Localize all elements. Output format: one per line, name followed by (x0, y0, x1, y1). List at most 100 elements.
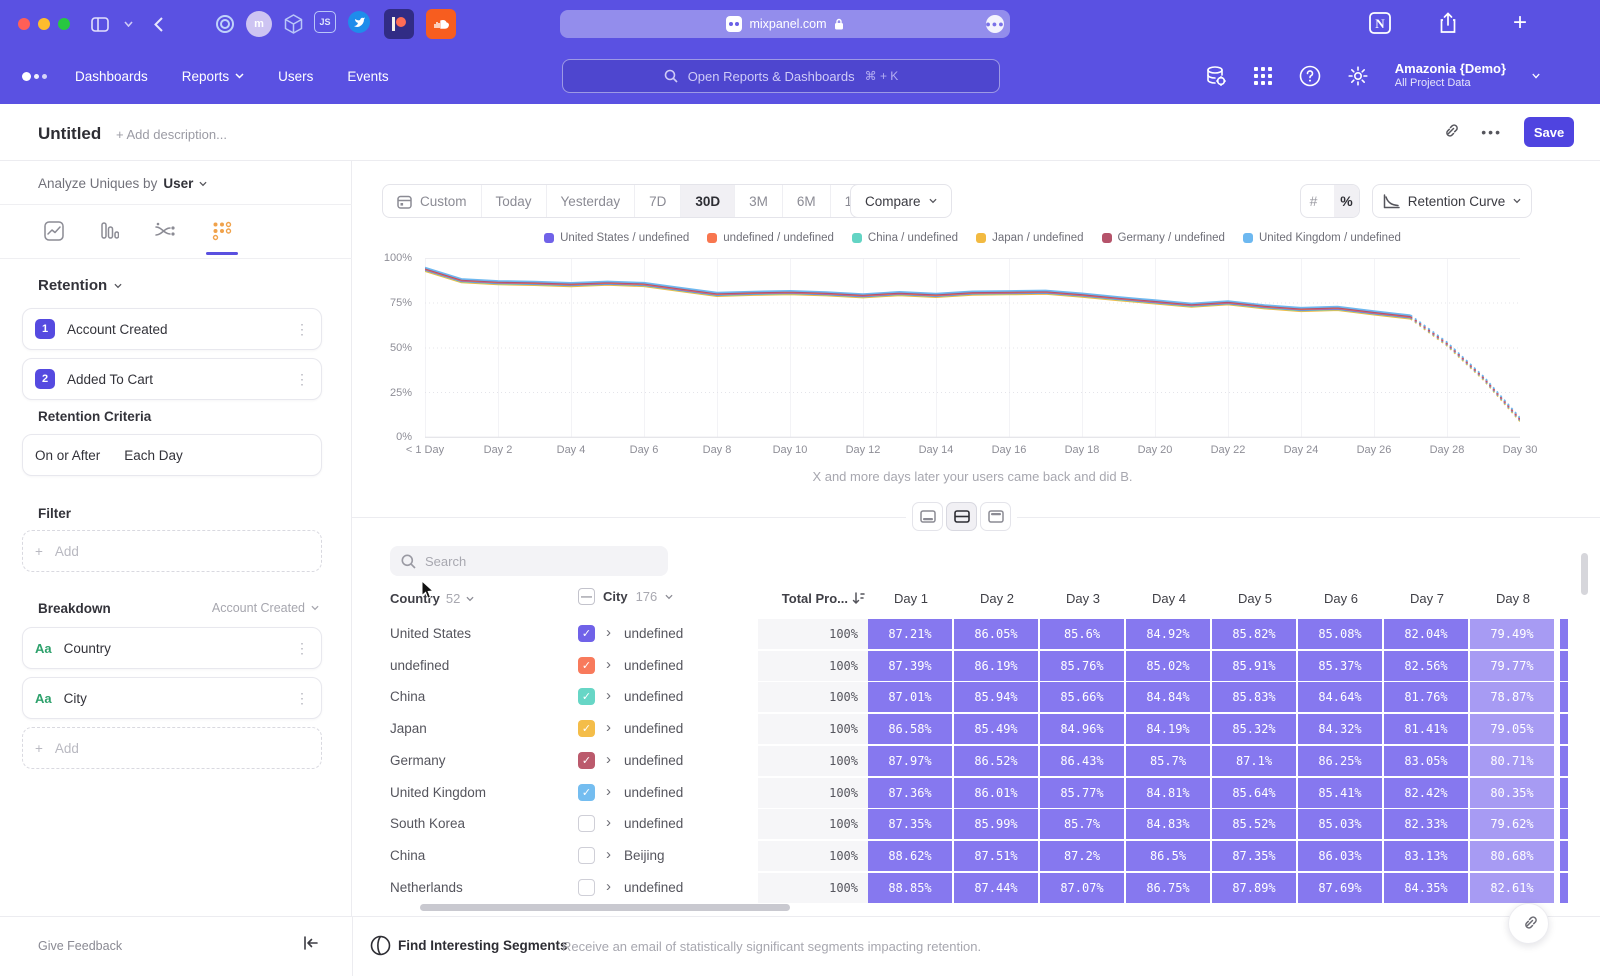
retention-cell[interactable]: 87.39% (868, 651, 952, 681)
retention-criteria-card[interactable]: On or After Each Day (22, 434, 322, 476)
retention-cell[interactable]: 84.96% (1040, 714, 1124, 744)
retention-cell[interactable]: 88.85% (868, 873, 952, 903)
step-event-name[interactable]: Added To Cart (67, 372, 283, 387)
criteria-on-or-after[interactable]: On or After (35, 448, 100, 463)
retention-step-1[interactable]: 1 Account Created ⋮ (22, 308, 322, 350)
retention-cell[interactable]: 79.62% (1470, 809, 1554, 839)
maximize-window-icon[interactable] (58, 18, 70, 30)
step-event-name[interactable]: Account Created (67, 322, 283, 337)
window-controls[interactable] (18, 18, 70, 30)
retention-cell[interactable]: 87.21% (868, 619, 952, 649)
range-30d[interactable]: 30D (680, 185, 734, 217)
table-only-view-icon[interactable] (980, 502, 1011, 531)
mixpanel-logo-icon[interactable] (22, 72, 47, 81)
retention-cell[interactable]: 87.35% (868, 809, 952, 839)
new-tab-icon[interactable]: + (1508, 11, 1532, 35)
table-search-input[interactable]: Search (390, 546, 668, 576)
retention-cell[interactable]: 79.05% (1470, 714, 1554, 744)
bird-icon[interactable] (348, 11, 370, 33)
row-checkbox[interactable]: ✓ (578, 752, 595, 769)
tab-overview-chevron-icon[interactable] (116, 12, 140, 36)
retention-cell[interactable]: 84.81% (1126, 778, 1210, 808)
row-expand-icon[interactable]: › (606, 656, 611, 673)
row-checkbox[interactable] (578, 847, 595, 864)
retention-cell[interactable]: 81.76% (1384, 682, 1468, 712)
retention-cell[interactable]: 85.6% (1040, 619, 1124, 649)
add-filter-button[interactable]: + Add (22, 530, 322, 572)
row-expand-icon[interactable]: › (606, 846, 611, 863)
vertical-scrollbar[interactable] (1581, 553, 1588, 595)
retention-cell[interactable]: 85.66% (1040, 682, 1124, 712)
day-column-header[interactable]: Day 4 (1126, 591, 1212, 606)
retention-cell[interactable]: 84.92% (1126, 619, 1210, 649)
retention-cell[interactable]: 85.03% (1298, 809, 1382, 839)
day-column-header[interactable]: Day 5 (1212, 591, 1298, 606)
range-7d[interactable]: 7D (634, 185, 680, 217)
row-checkbox[interactable] (578, 815, 595, 832)
address-bar[interactable]: mixpanel.com ●●● (560, 10, 1010, 38)
breakdown-property-name[interactable]: Country (64, 641, 283, 656)
retention-cell[interactable]: 86.03% (1298, 841, 1382, 871)
retention-cell[interactable]: 83.13% (1384, 841, 1468, 871)
breakdown-property-name[interactable]: City (64, 691, 283, 706)
find-interesting-segments[interactable]: Find Interesting Segments (398, 938, 568, 953)
js-icon[interactable]: JS (314, 11, 336, 33)
row-checkbox[interactable] (578, 879, 595, 896)
sort-descending-icon[interactable] (852, 592, 866, 605)
minimize-window-icon[interactable] (38, 18, 50, 30)
retention-cell[interactable]: 85.77% (1040, 778, 1124, 808)
breakdown-country[interactable]: Aa Country ⋮ (22, 627, 322, 669)
retention-cell[interactable]: 84.32% (1298, 714, 1382, 744)
range-today[interactable]: Today (481, 185, 546, 217)
retention-cell[interactable]: 85.49% (954, 714, 1038, 744)
retention-cell[interactable]: 78.87% (1470, 682, 1554, 712)
settings-gear-icon[interactable] (1347, 65, 1369, 87)
copy-link-icon[interactable] (1441, 123, 1459, 141)
row-checkbox[interactable]: ✓ (578, 625, 595, 642)
chart-only-view-icon[interactable] (912, 502, 943, 531)
notion-extension-icon[interactable]: N (1368, 11, 1392, 35)
row-expand-icon[interactable]: › (606, 751, 611, 768)
split-view-icon[interactable] (946, 502, 977, 531)
retention-cell[interactable]: 87.69% (1298, 873, 1382, 903)
retention-cell[interactable]: 86.52% (954, 746, 1038, 776)
tab-flows[interactable] (150, 213, 182, 249)
retention-cell[interactable]: 87.1% (1212, 746, 1296, 776)
percent-icon[interactable]: % (1334, 185, 1359, 217)
criteria-each-day[interactable]: Each Day (124, 448, 183, 463)
retention-cell[interactable]: 85.41% (1298, 778, 1382, 808)
chart-type-dropdown[interactable]: Retention Curve (1372, 184, 1532, 218)
layout-toggle[interactable] (906, 502, 1017, 531)
nav-item-users[interactable]: Users (278, 69, 313, 84)
legend-item[interactable]: China / undefined (852, 232, 958, 244)
chevron-down-icon[interactable] (199, 180, 207, 188)
kebab-menu-icon[interactable]: ⋮ (295, 371, 309, 388)
retention-cell[interactable]: 87.2% (1040, 841, 1124, 871)
m-avatar-icon[interactable]: m (246, 11, 272, 37)
retention-cell[interactable]: 82.56% (1384, 651, 1468, 681)
retention-cell[interactable]: 85.32% (1212, 714, 1296, 744)
project-chevron-icon[interactable] (1532, 72, 1540, 80)
retention-cell[interactable]: 86.19% (954, 651, 1038, 681)
compare-button[interactable]: Compare (850, 184, 952, 218)
day-column-header[interactable]: Day 1 (868, 591, 954, 606)
soundcloud-icon[interactable] (426, 9, 456, 39)
retention-cell[interactable]: 86.5% (1126, 841, 1210, 871)
retention-cell[interactable]: 87.51% (954, 841, 1038, 871)
retention-cell[interactable]: 84.35% (1384, 873, 1468, 903)
address-more-icon[interactable]: ●●● (986, 15, 1004, 33)
day-column-header[interactable]: Day 6 (1298, 591, 1384, 606)
legend-item[interactable]: undefined / undefined (707, 232, 834, 244)
project-switcher[interactable]: Amazonia {Demo} All Project Data (1395, 61, 1506, 91)
total-column-header[interactable]: Total Pro... (758, 591, 866, 606)
retention-cell[interactable]: 85.7% (1126, 746, 1210, 776)
retention-cell[interactable]: 79.77% (1470, 651, 1554, 681)
row-expand-icon[interactable]: › (606, 687, 611, 704)
cube-icon[interactable] (280, 11, 306, 37)
target-icon[interactable] (212, 11, 238, 37)
retention-cell[interactable]: 80.68% (1470, 841, 1554, 871)
global-search-input[interactable]: Open Reports & Dashboards ⌘ + K (562, 59, 1000, 93)
city-column-header[interactable]: — City 176 (578, 588, 673, 605)
retention-cell[interactable]: 85.37% (1298, 651, 1382, 681)
retention-cell[interactable]: 85.7% (1040, 809, 1124, 839)
